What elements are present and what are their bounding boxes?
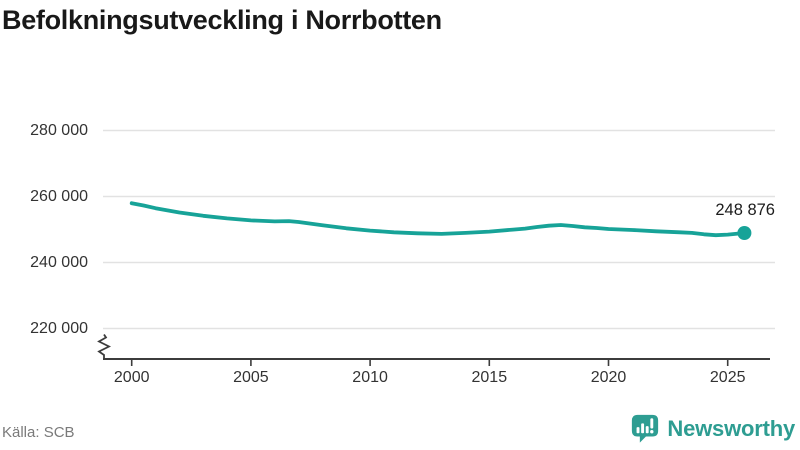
axis-break-icon — [97, 334, 112, 359]
x-tick-label-2025: 2025 — [709, 369, 746, 386]
y-tick-label-240000: 240 000 — [30, 253, 88, 271]
x-tick-label-2000: 2000 — [113, 369, 150, 386]
x-axis-ticks — [130, 359, 729, 366]
source-label: Källa: SCB — [2, 424, 75, 441]
x-tick-label-2010: 2010 — [352, 369, 388, 386]
gridlines — [103, 129, 775, 330]
latest-value-label: 248 876 — [715, 201, 775, 219]
x-tick-label-2005: 2005 — [233, 369, 269, 386]
y-tick-label-280000: 280 000 — [30, 121, 88, 139]
y-tick-label-260000: 260 000 — [30, 187, 88, 205]
chart-title: Befolkningsutveckling i Norrbotten — [2, 5, 442, 35]
y-tick-label-220000: 220 000 — [30, 319, 88, 337]
latest-value-dot — [737, 226, 752, 240]
newsworthy-wordmark: Newsworthy — [667, 415, 795, 441]
population-series-line — [129, 201, 747, 238]
newsworthy-bubble-chart-icon — [632, 414, 659, 443]
x-tick-label-2020: 2020 — [590, 369, 627, 386]
newsworthy-logo: Newsworthy — [630, 413, 795, 444]
x-tick-label-2015: 2015 — [471, 369, 508, 386]
